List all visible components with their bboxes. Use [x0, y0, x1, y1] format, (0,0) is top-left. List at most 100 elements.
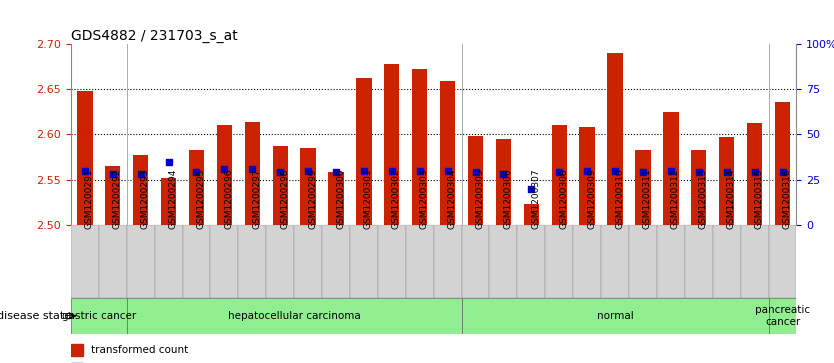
Bar — [322, 225, 350, 298]
Bar — [719, 137, 735, 225]
Text: GSM1200312: GSM1200312 — [671, 168, 680, 229]
Bar — [468, 136, 483, 225]
Text: GSM1200303: GSM1200303 — [420, 168, 429, 229]
Text: GSM1200291: GSM1200291 — [85, 168, 94, 229]
Bar — [685, 225, 713, 298]
Bar — [663, 112, 679, 225]
Bar — [406, 225, 434, 298]
Bar — [133, 155, 148, 225]
Bar — [210, 225, 239, 298]
Text: gastric cancer: gastric cancer — [62, 311, 136, 321]
Bar — [434, 225, 461, 298]
Bar — [329, 172, 344, 225]
Bar — [127, 298, 461, 334]
Bar — [551, 125, 567, 225]
Point — [106, 171, 119, 177]
Bar — [78, 91, 93, 225]
Bar — [490, 225, 517, 298]
Point — [469, 170, 482, 175]
Point — [692, 170, 706, 175]
Point — [385, 168, 399, 174]
Text: pancreatic
cancer: pancreatic cancer — [755, 305, 810, 327]
Text: GSM1200297: GSM1200297 — [252, 168, 261, 229]
Bar — [356, 78, 372, 225]
Bar — [154, 225, 183, 298]
Bar — [71, 225, 98, 298]
Bar — [636, 150, 651, 225]
Bar — [747, 123, 762, 225]
Bar — [769, 225, 796, 298]
Text: GSM1200299: GSM1200299 — [308, 168, 317, 229]
Point — [245, 166, 259, 172]
Bar — [607, 53, 623, 225]
Text: GSM1200310: GSM1200310 — [615, 168, 624, 229]
Text: GSM1200293: GSM1200293 — [141, 168, 149, 229]
Bar — [127, 225, 154, 298]
Text: GSM1200316: GSM1200316 — [782, 168, 791, 229]
Point — [190, 170, 203, 175]
Text: transformed count: transformed count — [91, 344, 188, 355]
Bar — [461, 225, 490, 298]
Text: hepatocellular carcinoma: hepatocellular carcinoma — [228, 311, 360, 321]
Point — [525, 186, 538, 192]
Text: GSM1200306: GSM1200306 — [504, 168, 512, 229]
Bar — [183, 225, 210, 298]
Text: GSM1200294: GSM1200294 — [168, 168, 178, 229]
Text: GSM1200313: GSM1200313 — [699, 168, 708, 229]
Point — [580, 168, 594, 174]
Bar — [412, 69, 427, 225]
Bar — [629, 225, 657, 298]
Bar — [71, 298, 127, 334]
Bar — [266, 225, 294, 298]
Text: GSM1200305: GSM1200305 — [475, 168, 485, 229]
Bar — [350, 225, 378, 298]
Bar — [517, 225, 545, 298]
Bar — [273, 146, 288, 225]
Text: GSM1200300: GSM1200300 — [336, 168, 345, 229]
Point — [748, 170, 761, 175]
Bar — [217, 125, 232, 225]
Point — [776, 170, 789, 175]
Point — [497, 171, 510, 177]
Text: GSM1200304: GSM1200304 — [448, 168, 457, 229]
Text: GSM1200296: GSM1200296 — [224, 168, 234, 229]
Bar — [495, 139, 511, 225]
Bar — [775, 102, 790, 225]
Bar — [294, 225, 322, 298]
Text: GSM1200302: GSM1200302 — [392, 168, 401, 229]
Text: GSM1200315: GSM1200315 — [755, 168, 764, 229]
Point — [413, 168, 426, 174]
Text: GSM1200292: GSM1200292 — [113, 168, 122, 229]
Point — [329, 170, 343, 175]
Point — [636, 170, 650, 175]
Bar — [769, 298, 796, 334]
Text: GSM1200295: GSM1200295 — [197, 168, 205, 229]
Bar — [524, 204, 539, 225]
Bar — [545, 225, 573, 298]
Text: GSM1200309: GSM1200309 — [587, 168, 596, 229]
Point — [274, 170, 287, 175]
Bar — [300, 148, 316, 225]
Bar — [161, 178, 176, 225]
Bar — [713, 225, 741, 298]
Point — [441, 168, 455, 174]
Point — [608, 168, 621, 174]
Text: GSM1200298: GSM1200298 — [280, 168, 289, 229]
Bar — [244, 122, 260, 225]
Text: GDS4882 / 231703_s_at: GDS4882 / 231703_s_at — [71, 29, 238, 42]
Bar — [580, 127, 595, 225]
Text: disease state: disease state — [0, 311, 72, 321]
Point — [218, 166, 231, 172]
Text: GSM1200314: GSM1200314 — [726, 168, 736, 229]
Bar — [378, 225, 406, 298]
Bar — [601, 225, 629, 298]
Text: GSM1200311: GSM1200311 — [643, 168, 652, 229]
Text: GSM1200307: GSM1200307 — [531, 168, 540, 229]
Bar — [657, 225, 685, 298]
Bar — [384, 64, 399, 225]
Text: normal: normal — [596, 311, 634, 321]
Point — [301, 168, 314, 174]
Point — [134, 171, 148, 177]
Bar — [461, 298, 769, 334]
Bar — [573, 225, 601, 298]
